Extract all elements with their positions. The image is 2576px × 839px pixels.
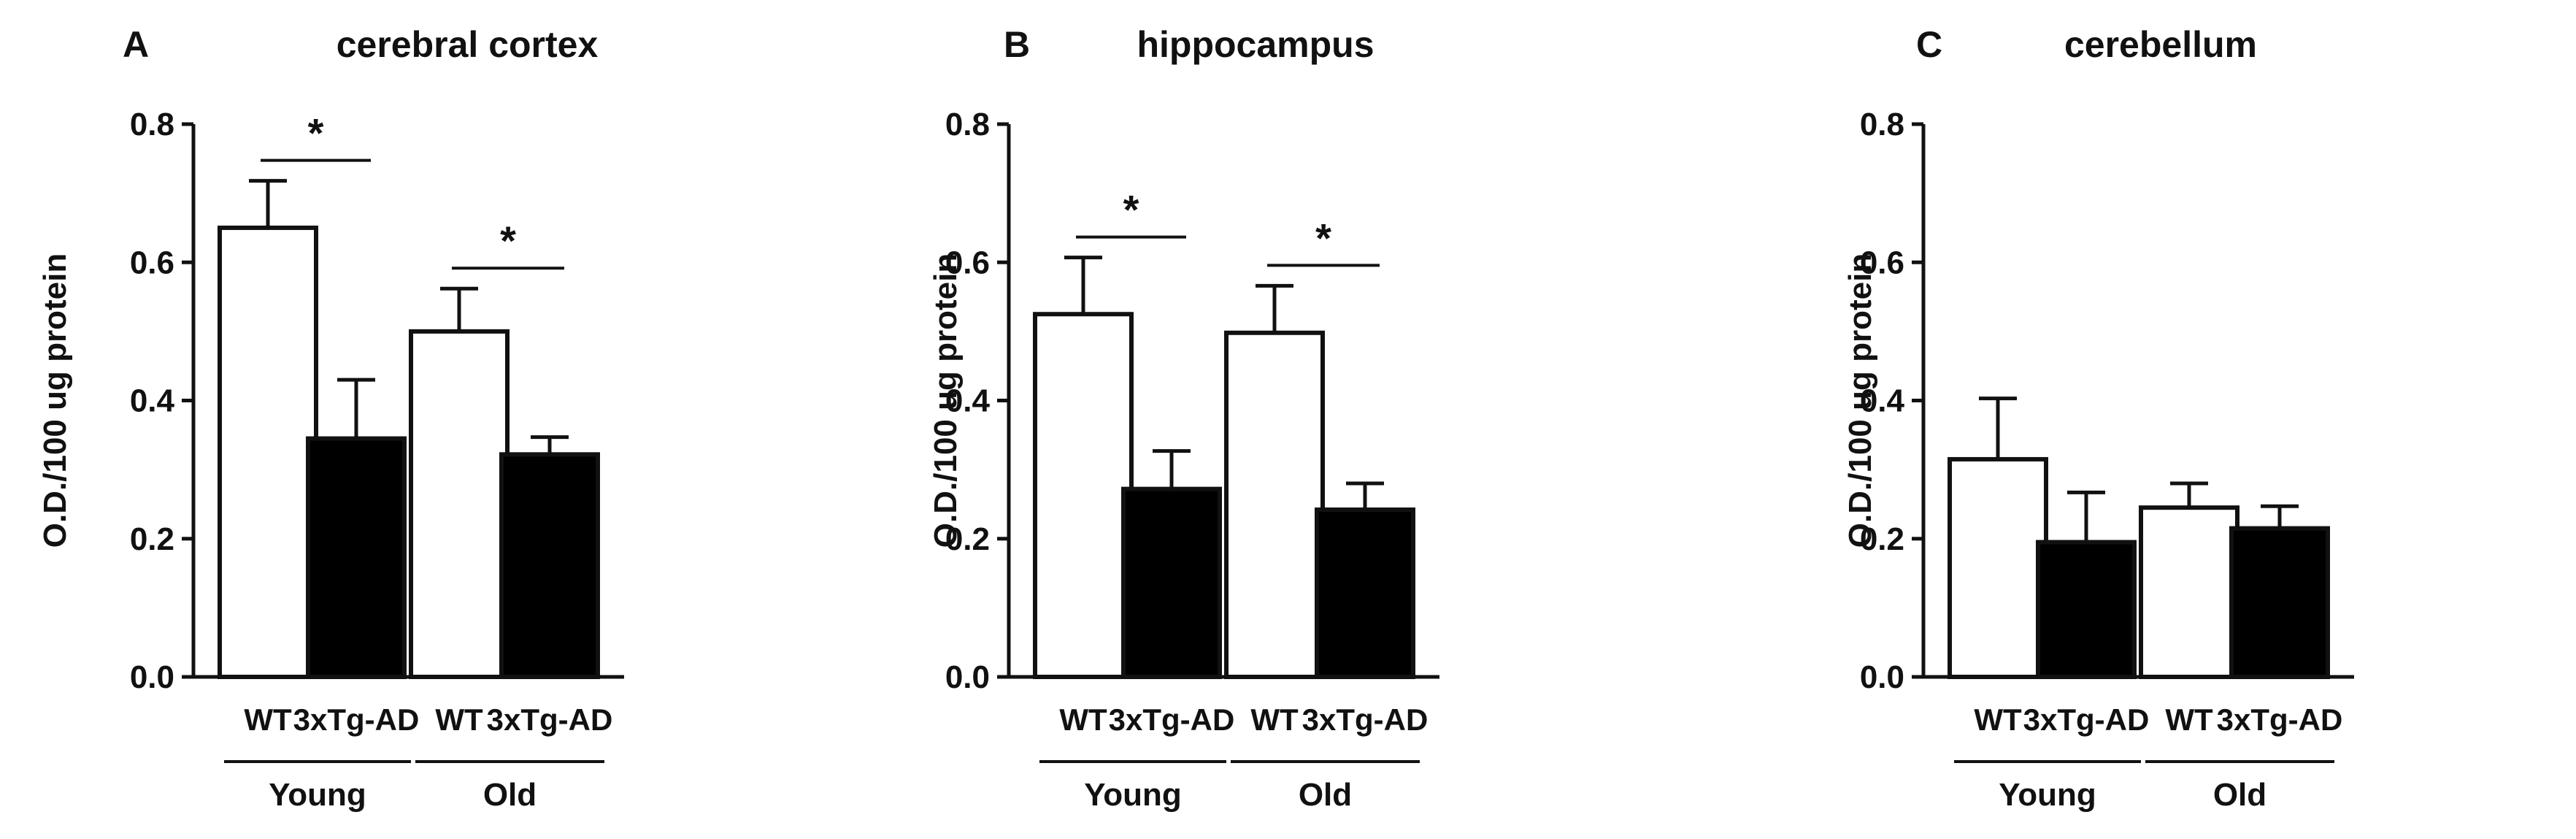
y-tick-label: 0.4 (945, 383, 991, 419)
group-label: Young (1999, 777, 2096, 813)
y-tick-label: 0.2 (130, 521, 174, 557)
panel-letter: A (123, 24, 149, 65)
x-category-label: 3xTg-AD (1302, 702, 1429, 737)
bar (2229, 526, 2330, 680)
bar (1315, 507, 1415, 679)
y-tick-label: 0.0 (130, 659, 174, 695)
significance-star: * (500, 218, 516, 264)
y-tick-label: 0.8 (945, 107, 990, 142)
y-tick-label: 0.4 (130, 383, 175, 419)
bar (306, 436, 407, 679)
bar (1033, 312, 1134, 679)
y-tick-label: 0.8 (130, 107, 174, 142)
bar (1224, 330, 1325, 679)
group-label: Young (1084, 777, 1182, 813)
group-label: Old (2213, 777, 2267, 813)
y-axis-title: O.D./100 ug protein (1842, 253, 1878, 548)
panel-letter: B (1004, 24, 1030, 65)
y-tick-label: 0.6 (945, 245, 990, 280)
y-tick-label: 0.2 (1860, 521, 1904, 557)
bar (499, 452, 600, 679)
x-category-label: WT (1974, 702, 2022, 737)
x-category-label: WT (244, 702, 292, 737)
y-tick-label: 0.6 (130, 245, 174, 280)
group-label: Old (483, 777, 537, 813)
significance-star: * (308, 110, 324, 156)
significance-star: * (1123, 187, 1139, 233)
bar (2036, 540, 2137, 680)
y-tick-label: 0.0 (1860, 659, 1904, 695)
y-axis-title: O.D./100 ug protein (928, 253, 964, 548)
x-category-label: WT (2165, 702, 2213, 737)
bar (1121, 486, 1222, 679)
y-tick-label: 0.4 (1860, 383, 1905, 419)
x-category-label: WT (435, 702, 483, 737)
x-category-label: 3xTg-AD (2023, 702, 2150, 737)
chart-title: cerebellum (2064, 24, 2257, 65)
significance-star: * (1315, 215, 1331, 261)
x-category-label: 3xTg-AD (1109, 702, 1235, 737)
y-tick-label: 0.6 (1860, 245, 1904, 280)
x-category-label: 3xTg-AD (293, 702, 420, 737)
group-label: Old (1299, 777, 1352, 813)
y-tick-label: 0.8 (1860, 107, 1904, 142)
chart-title: cerebral cortex (337, 24, 599, 65)
panel-letter: C (1916, 24, 1942, 65)
bar (1948, 456, 2048, 680)
y-axis-title: O.D./100 ug protein (37, 253, 73, 548)
bar (409, 329, 510, 679)
x-category-label: WT (1250, 702, 1299, 737)
y-tick-label: 0.0 (945, 659, 990, 695)
bar (218, 225, 318, 679)
group-label: Young (269, 777, 366, 813)
bar (2139, 505, 2239, 680)
x-category-label: 3xTg-AD (2217, 702, 2343, 737)
y-tick-label: 0.2 (945, 521, 990, 557)
chart-title: hippocampus (1137, 24, 1374, 65)
x-category-label: WT (1059, 702, 1107, 737)
x-category-label: 3xTg-AD (487, 702, 613, 737)
